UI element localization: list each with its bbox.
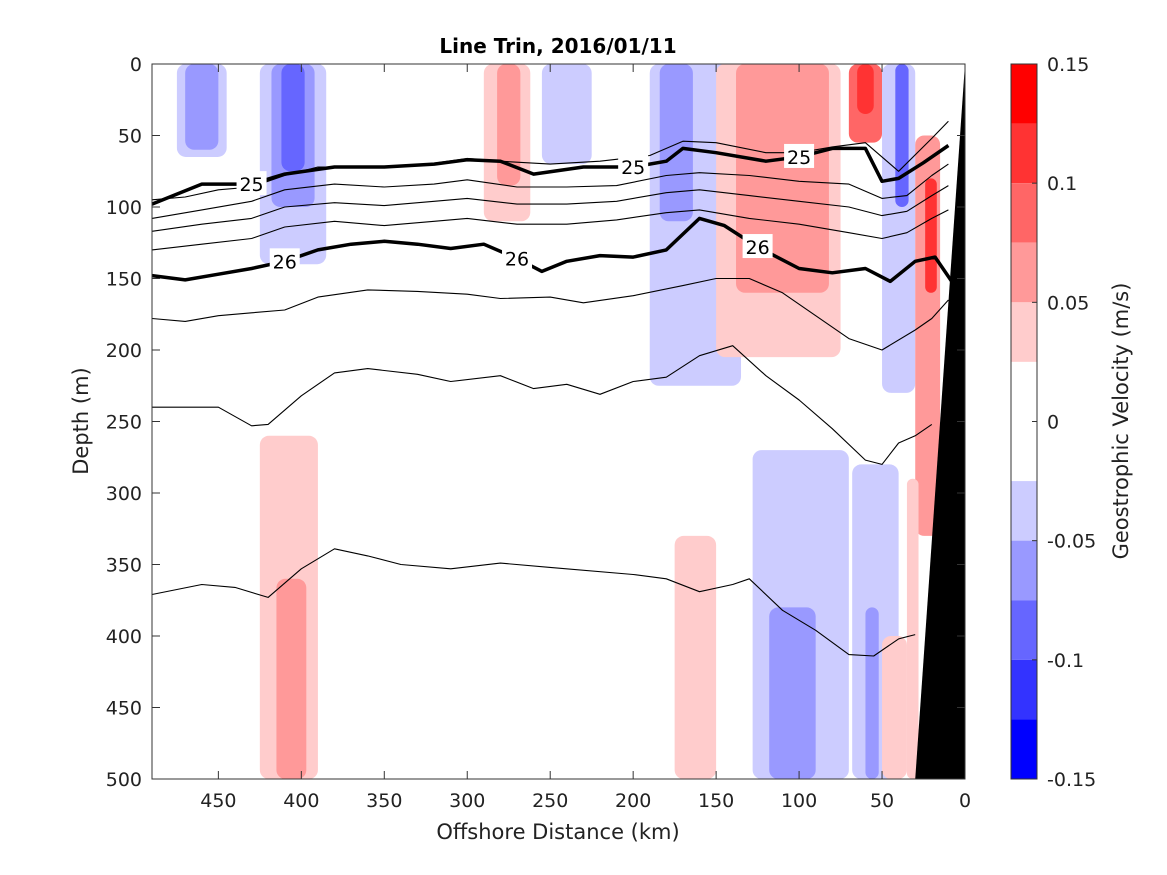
colorbar: 0.15 0.1 0.05 0 -0.05 -0.1 -0.15 <box>1010 54 1096 791</box>
contour-label-bg <box>502 245 533 270</box>
y-axis-label: Depth (m) <box>69 367 93 474</box>
velocity-patch <box>185 64 219 150</box>
contour-label: 25 <box>239 174 263 196</box>
isopycnal-line <box>151 548 916 657</box>
colorbar-swatch <box>1011 481 1037 541</box>
x-tick-label: 200 <box>615 790 651 812</box>
contour-label: 25 <box>621 157 645 179</box>
colorbar-tick-label: 0.05 <box>1047 292 1089 314</box>
velocity-patch <box>276 578 307 779</box>
x-tick-label: 0 <box>959 790 971 812</box>
velocity-patch <box>541 64 592 165</box>
colorbar-swatch <box>1011 302 1037 362</box>
contour-label: 25 <box>787 147 811 169</box>
isopycnal-line <box>151 277 949 351</box>
colorbar-tick-label: -0.15 <box>1047 769 1096 791</box>
colorbar-tick-label: -0.05 <box>1047 531 1096 553</box>
chart-title: Line Trin, 2016/01/11 <box>439 34 676 58</box>
plot-area: 25 25 25 26 26 26 <box>151 63 966 780</box>
contour-label: 26 <box>273 251 297 273</box>
colorbar-swatch <box>1011 123 1037 184</box>
colorbar-swatch <box>1011 719 1037 779</box>
x-tick-label: 150 <box>698 790 734 812</box>
colorbar-swatch <box>1011 64 1037 124</box>
x-tick-label: 300 <box>449 790 485 812</box>
isopycnal-line <box>151 209 949 251</box>
contour-label-bg <box>236 171 267 196</box>
isopycnal-line <box>151 120 949 201</box>
velocity-patch <box>769 607 816 779</box>
colorbar-swatch <box>1011 421 1037 482</box>
y-tick-label: 200 <box>106 340 142 362</box>
colorbar-tick-label: -0.1 <box>1047 650 1084 672</box>
y-tick-label: 350 <box>106 555 142 577</box>
velocity-patch <box>906 478 919 779</box>
x-tick-label: 450 <box>200 790 236 812</box>
x-tick-label: 100 <box>781 790 817 812</box>
x-tick-label: 400 <box>283 790 319 812</box>
y-tick-label: 100 <box>106 197 142 219</box>
velocity-patch <box>882 636 907 779</box>
x-tick-label: 350 <box>366 790 402 812</box>
x-tick-label: 250 <box>532 790 568 812</box>
contour-label-bg <box>784 143 815 168</box>
velocity-patch <box>925 178 937 293</box>
isopycnal-line <box>151 163 949 219</box>
velocity-patch <box>857 64 874 115</box>
velocity-patch <box>497 64 521 186</box>
y-tick-label: 250 <box>106 412 142 434</box>
colorbar-swatch <box>1011 540 1037 601</box>
y-axis-ticks: 0 50 100 150 200 250 300 350 400 450 500 <box>106 54 965 791</box>
colorbar-swatch <box>1011 242 1037 303</box>
y-tick-label: 400 <box>106 626 142 648</box>
colorbar-tick-label: 0 <box>1047 412 1059 434</box>
y-tick-label: 500 <box>106 769 142 791</box>
y-tick-label: 300 <box>106 483 142 505</box>
colorbar-tick-label: 0.1 <box>1047 173 1077 195</box>
contour-label: 26 <box>505 248 529 270</box>
x-axis-label: Offshore Distance (km) <box>436 820 679 844</box>
velocity-patch <box>865 607 879 779</box>
contour-label-bg <box>618 153 649 178</box>
colorbar-tick-label: 0.15 <box>1047 54 1089 76</box>
y-tick-label: 450 <box>106 698 142 720</box>
y-tick-label: 0 <box>130 54 142 76</box>
y-tick-label: 150 <box>106 269 142 291</box>
colorbar-label: Geostrophic Velocity (m/s) <box>1109 283 1133 560</box>
colorbar-swatch <box>1011 659 1037 720</box>
y-tick-label: 50 <box>118 126 142 148</box>
contour-label-bg <box>269 248 300 273</box>
colorbar-swatch <box>1011 361 1037 422</box>
colorbar-swatch <box>1011 600 1037 660</box>
x-axis-ticks: 450 400 350 300 250 200 150 100 50 0 <box>200 64 971 812</box>
contour-label: 26 <box>746 237 770 259</box>
velocity-patch <box>281 64 305 172</box>
x-tick-label: 50 <box>870 790 894 812</box>
isopycnal-line <box>151 185 949 232</box>
colorbar-swatch <box>1011 183 1037 243</box>
contour-label-bg <box>742 234 773 259</box>
seafloor-wedge <box>915 64 965 779</box>
velocity-patch <box>674 535 717 779</box>
velocity-patch <box>659 64 693 222</box>
velocity-patch <box>895 64 909 207</box>
isopycnal-line <box>152 345 933 465</box>
